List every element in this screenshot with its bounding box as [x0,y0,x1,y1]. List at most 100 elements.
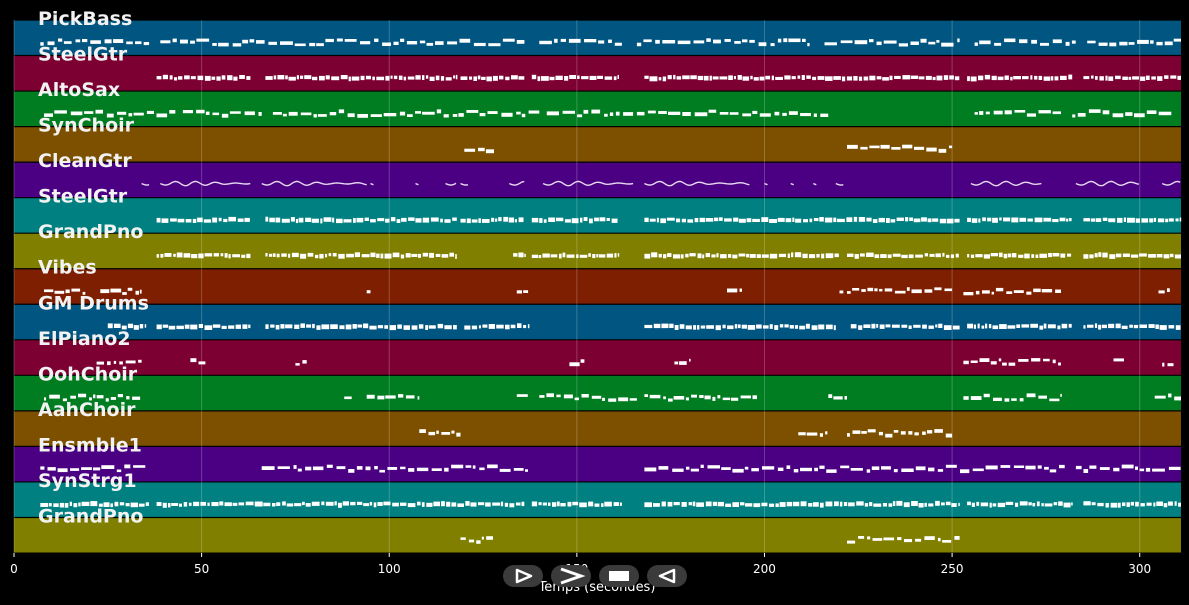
track-notes [44,393,1181,402]
note [1013,465,1025,468]
note [539,395,545,398]
note [1108,76,1114,81]
note [905,217,909,222]
note [110,503,113,508]
note [1139,324,1147,328]
note [759,76,765,81]
note [644,253,651,259]
note [105,398,109,402]
note [1108,218,1116,223]
note [1140,503,1145,507]
note [892,253,901,257]
note [752,218,760,222]
note [941,502,945,506]
note [501,501,504,507]
note [1033,288,1041,293]
note [604,501,612,507]
note [156,254,159,258]
note [819,433,823,437]
note [494,218,498,222]
note [932,218,939,222]
note [325,75,330,80]
note [883,537,895,541]
note [978,218,981,223]
note [1002,362,1007,366]
note [244,217,250,222]
rewind-button[interactable] [647,565,687,587]
note [305,217,312,222]
note [1031,39,1037,44]
note [1069,218,1072,222]
note [1018,254,1024,258]
note [569,362,580,367]
track-label: PickBass [38,8,132,30]
note [1126,502,1130,507]
note [1098,252,1102,257]
forward-button[interactable] [551,565,591,587]
note [1148,254,1156,258]
note [146,110,154,114]
note [294,43,306,47]
note [1168,393,1172,398]
note [979,40,991,45]
note [525,469,528,472]
note [777,467,784,471]
note [611,218,618,223]
note [636,42,642,47]
note [978,75,984,81]
note [833,76,841,80]
note [411,325,418,330]
note [1098,42,1108,46]
note [366,290,371,294]
note [668,111,681,115]
note [521,113,526,118]
note [550,254,558,258]
note [139,289,142,294]
stop-button[interactable] [599,565,639,587]
note [738,253,746,257]
note [542,502,547,506]
note [346,253,354,258]
x-tick-label: 0 [10,562,18,576]
note [178,76,183,80]
note [1039,253,1047,258]
note [737,324,741,329]
play-button[interactable] [503,565,543,587]
note [945,464,957,468]
note [106,113,114,118]
note [393,75,398,80]
note [302,501,305,506]
note [93,394,96,399]
note [221,113,229,118]
note [749,39,755,43]
note [989,502,992,508]
note [866,217,872,222]
x-tick-label: 200 [753,562,776,576]
note [967,217,971,222]
note [113,360,117,364]
note [482,324,488,328]
note [1146,502,1152,506]
note [1174,501,1177,506]
note [1128,76,1132,80]
note [160,253,164,258]
note [1137,39,1149,44]
note [861,431,867,434]
note [689,358,691,362]
note [313,114,317,118]
note [471,325,478,330]
note [276,502,281,506]
note [1158,111,1172,116]
note [1030,323,1038,328]
note [275,217,281,223]
note [232,502,238,506]
note [746,218,752,223]
note [128,113,133,117]
note [663,396,666,400]
note [787,253,790,258]
note [505,324,510,330]
note [180,39,188,44]
note [555,75,563,80]
note [1125,112,1133,116]
note [847,540,856,544]
